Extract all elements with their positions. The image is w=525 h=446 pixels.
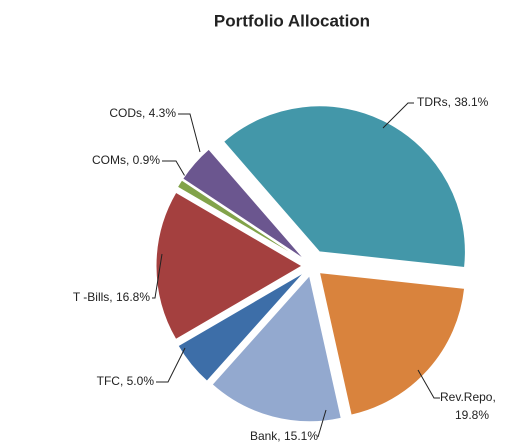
data-label: COMs, 0.9% <box>92 153 160 167</box>
data-label-line: Bank, 15.1% <box>250 429 318 443</box>
pie-slice <box>177 271 305 382</box>
data-label-line: 19.8% <box>455 408 489 422</box>
leader-line <box>382 102 414 129</box>
data-label: CODs, 4.3% <box>109 106 176 120</box>
pie-slice <box>211 274 342 423</box>
pie-slice <box>182 148 305 260</box>
pie-slice <box>155 191 303 341</box>
leader-line <box>178 113 201 153</box>
data-label-line: CODs, 4.3% <box>109 106 176 120</box>
data-label: TDRs, 38.1% <box>417 95 489 109</box>
pie-slice <box>176 179 304 262</box>
leader-line <box>152 253 163 299</box>
leader-line <box>162 160 187 179</box>
data-label-line: COMs, 0.9% <box>92 153 160 167</box>
data-label-line: Rev.Repo, <box>440 390 496 404</box>
data-label: Rev.Repo, 19.8% <box>440 390 496 422</box>
data-label: T -Bills, 16.8% <box>73 290 150 304</box>
chart-title: Portfolio Allocation <box>214 11 370 30</box>
leader-line <box>417 369 440 399</box>
data-label-line: T -Bills, 16.8% <box>73 290 150 304</box>
leader-line <box>156 347 186 383</box>
pie-slice <box>222 105 466 269</box>
leader-line <box>317 409 327 438</box>
data-label: Bank, 15.1% <box>250 429 318 443</box>
data-label-line: TFC, 5.0% <box>97 374 155 388</box>
data-label: TFC, 5.0% <box>97 374 155 388</box>
pie-slice <box>318 272 466 416</box>
data-label-line: TDRs, 38.1% <box>417 95 489 109</box>
